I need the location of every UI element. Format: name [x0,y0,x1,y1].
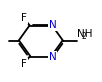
Text: N: N [49,52,56,62]
Text: F: F [21,13,27,23]
Text: F: F [21,59,27,69]
Text: NH: NH [77,29,93,39]
Text: 2: 2 [82,32,86,41]
Text: N: N [49,20,56,30]
